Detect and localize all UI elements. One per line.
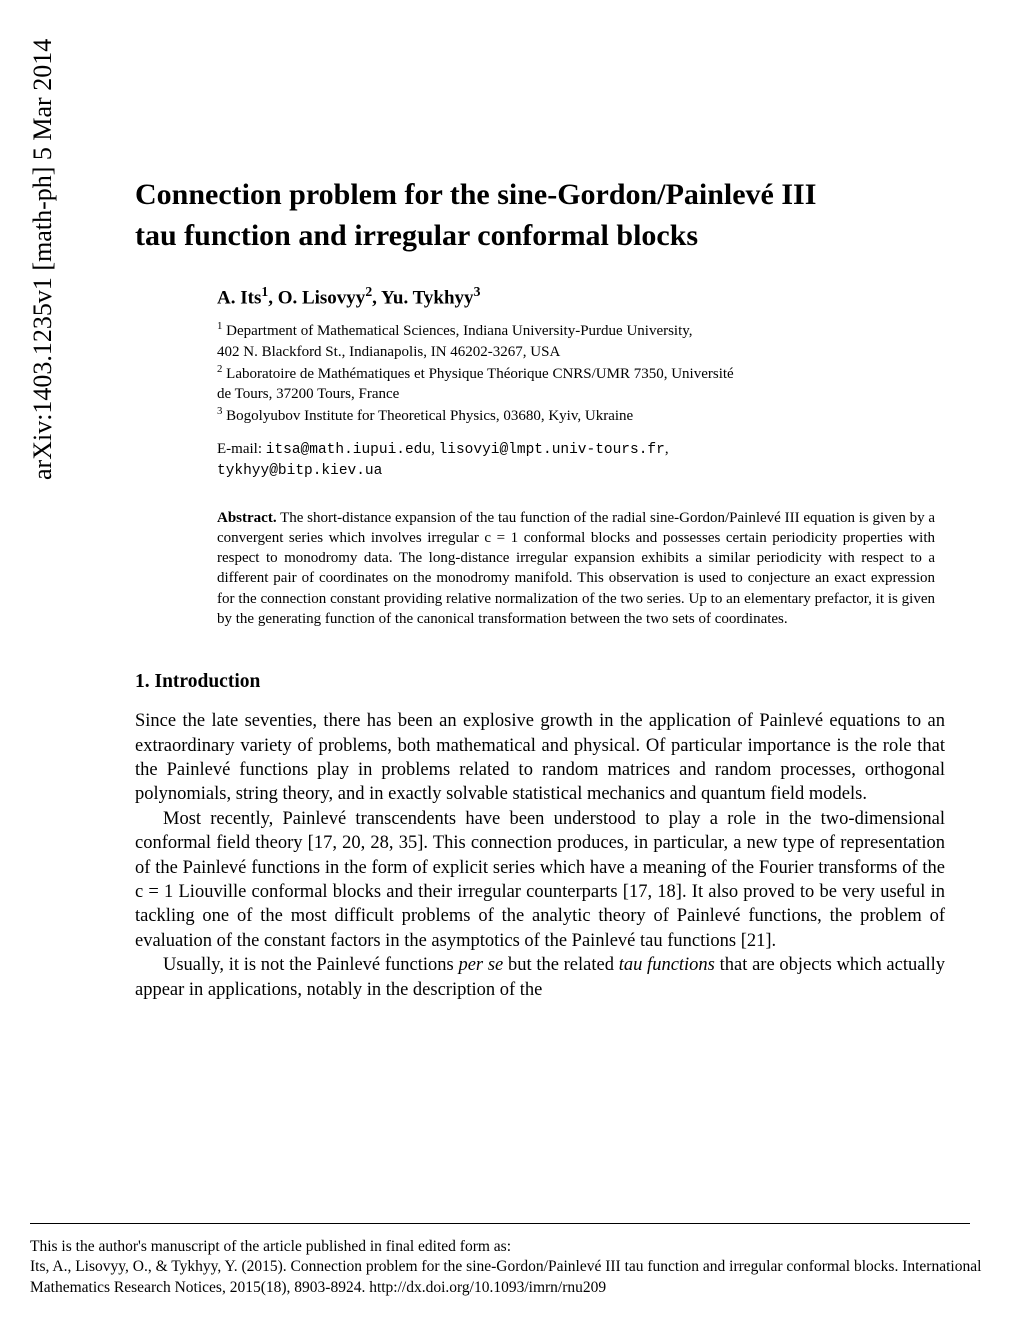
paper-content: Connection problem for the sine-Gordon/P… <box>135 175 945 1002</box>
para-2: Most recently, Painlevé transcendents ha… <box>135 807 945 953</box>
author-3: Yu. Tykhyy <box>381 287 474 308</box>
email-2: lisovyi@lmpt.univ-tours.fr <box>439 442 665 458</box>
affiliations: 1 Department of Mathematical Sciences, I… <box>217 319 945 426</box>
footer: This is the author's manuscript of the a… <box>30 1237 990 1298</box>
author-sep-2: , <box>372 287 381 308</box>
title-line-1: Connection problem for the sine-Gordon/P… <box>135 178 816 211</box>
arxiv-identifier: arXiv:1403.1235v1 [math-ph] 5 Mar 2014 <box>28 39 58 480</box>
title-line-2: tau function and irregular conformal blo… <box>135 219 698 252</box>
aff1-line1: Department of Mathematical Sciences, Ind… <box>222 323 692 339</box>
author-3-sup: 3 <box>474 284 481 299</box>
para-1: Since the late seventies, there has been… <box>135 709 945 807</box>
authors: A. Its1, O. Lisovyy2, Yu. Tykhyy3 <box>217 284 945 309</box>
aff1-line2: 402 N. Blackford St., Indianapolis, IN 4… <box>217 344 560 360</box>
body-text: Since the late seventies, there has been… <box>135 709 945 1002</box>
section-heading: 1. Introduction <box>135 671 945 693</box>
p3-italic-2: tau functions <box>619 955 715 975</box>
p3b: but the related <box>503 955 618 975</box>
abstract-text: The short-distance expansion of the tau … <box>217 510 935 627</box>
p3-italic-1: per se <box>458 955 503 975</box>
paper-title: Connection problem for the sine-Gordon/P… <box>135 175 945 256</box>
aff2-line2: de Tours, 37200 Tours, France <box>217 386 399 402</box>
aff3-text: Bogolyubov Institute for Theoretical Phy… <box>222 408 633 424</box>
emails: E-mail: itsa@math.iupui.edu, lisovyi@lmp… <box>217 439 945 482</box>
email-sep-1: , <box>431 441 439 457</box>
email-sep-2: , <box>665 441 669 457</box>
email-3: tykhyy@bitp.kiev.ua <box>217 463 382 479</box>
p3a: Usually, it is not the Painlevé function… <box>163 955 458 975</box>
email-1: itsa@math.iupui.edu <box>266 442 431 458</box>
footer-line-1: This is the author's manuscript of the a… <box>30 1237 990 1257</box>
abstract: Abstract. The short-distance expansion o… <box>217 508 935 630</box>
author-2: O. Lisovyy <box>278 287 366 308</box>
para-3: Usually, it is not the Painlevé function… <box>135 953 945 1002</box>
footer-line-2: Its, A., Lisovyy, O., & Tykhyy, Y. (2015… <box>30 1257 990 1298</box>
abstract-label: Abstract. <box>217 510 277 526</box>
footer-divider <box>30 1223 970 1224</box>
author-1: A. Its <box>217 287 261 308</box>
email-prefix: E-mail: <box>217 441 266 457</box>
aff2-line1: Laboratoire de Mathématiques et Physique… <box>222 366 733 382</box>
author-sep-1: , <box>268 287 278 308</box>
